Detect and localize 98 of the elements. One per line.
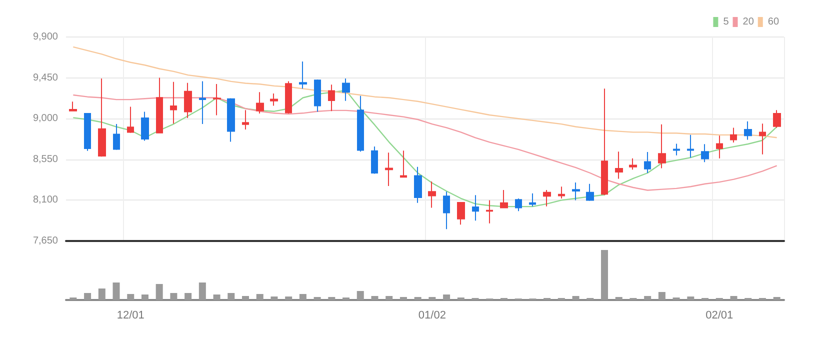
bar [112,282,120,300]
bar [328,297,336,300]
y-tick-label: 9,000 [32,113,58,124]
bar [730,296,738,300]
y-tick-label: 8,100 [32,194,58,206]
candlestick [658,124,666,169]
candlestick [543,190,551,207]
candlestick [615,151,623,180]
candlestick [357,95,364,152]
line-series [72,94,778,191]
legend-label: 60 [768,16,780,28]
candlestick [428,181,436,208]
candlestick [328,84,335,112]
candlestick [644,151,651,174]
bar [371,296,378,300]
bar [615,297,622,300]
candlestick [385,152,393,186]
bar [184,293,192,300]
bar [572,296,580,300]
candlestick [744,120,752,140]
candlestick [98,78,106,158]
candlestick [558,186,565,199]
candlestick [687,134,694,158]
candlestick [457,202,465,226]
candlestick [285,80,292,114]
candlestick [213,83,221,116]
bar [299,294,306,300]
y-tick-label: 7,650 [32,236,58,246]
candlestick [270,92,278,106]
bar [658,292,666,300]
candlestick [141,111,149,142]
y-tick-label: 8,550 [32,154,58,165]
bar [242,296,249,300]
bar [141,294,148,300]
bar [270,296,278,300]
candlestick [299,60,307,90]
candlestick [472,194,479,222]
legend-label: 20 [742,16,754,28]
line-series [72,46,778,138]
candlestick [199,80,206,125]
bar [773,297,780,300]
candlestick [256,92,264,114]
candlestick [69,101,77,112]
line-series [72,90,778,208]
candlestick [515,198,522,212]
candlestick [701,144,709,163]
candlestick [127,106,134,134]
candlestick [716,135,723,159]
bar [687,296,694,300]
bar [170,293,178,300]
bar [314,297,321,300]
candlestick [371,146,378,174]
bar [84,293,92,300]
candlestick [170,81,177,124]
bar [414,297,422,300]
bar [256,294,264,300]
candlestick [342,78,350,102]
candlestick [773,110,781,128]
x-tick-label: 12/01 [116,310,144,322]
bar [156,284,163,300]
candlestick [184,82,192,118]
bar [228,293,235,300]
candlestick [443,191,450,230]
y-tick-label: 9,450 [32,72,58,84]
x-tick-label: 01/02 [418,310,446,322]
bar [601,250,608,300]
bar [356,291,364,300]
candlestick [156,77,163,134]
candlestick [629,158,637,170]
candlestick [673,143,680,156]
legend-label: 5 [723,16,730,28]
candlestick [227,98,235,142]
bar [127,294,134,300]
bar [213,294,220,300]
candlestick [759,123,766,155]
bar [644,296,652,300]
candlestick [572,182,580,201]
candlestick [730,127,737,143]
candlestick [586,183,594,202]
x-tick-label: 02/01 [706,310,734,322]
bar [285,296,292,300]
candlestick [601,88,608,196]
candlestick [529,192,536,207]
candlestick [314,79,321,112]
candlestick [414,166,422,204]
candlestick [486,200,493,224]
y-tick-label: 9,900 [32,32,58,42]
candlestick [113,124,120,150]
bar [386,296,393,300]
candlestick [400,150,407,178]
candlestick [242,110,249,130]
bar [98,288,106,300]
bar [198,282,206,300]
bar [428,297,436,300]
candlestick [500,190,508,208]
bar [443,294,450,300]
bar [400,297,407,300]
candlestick [84,112,91,152]
